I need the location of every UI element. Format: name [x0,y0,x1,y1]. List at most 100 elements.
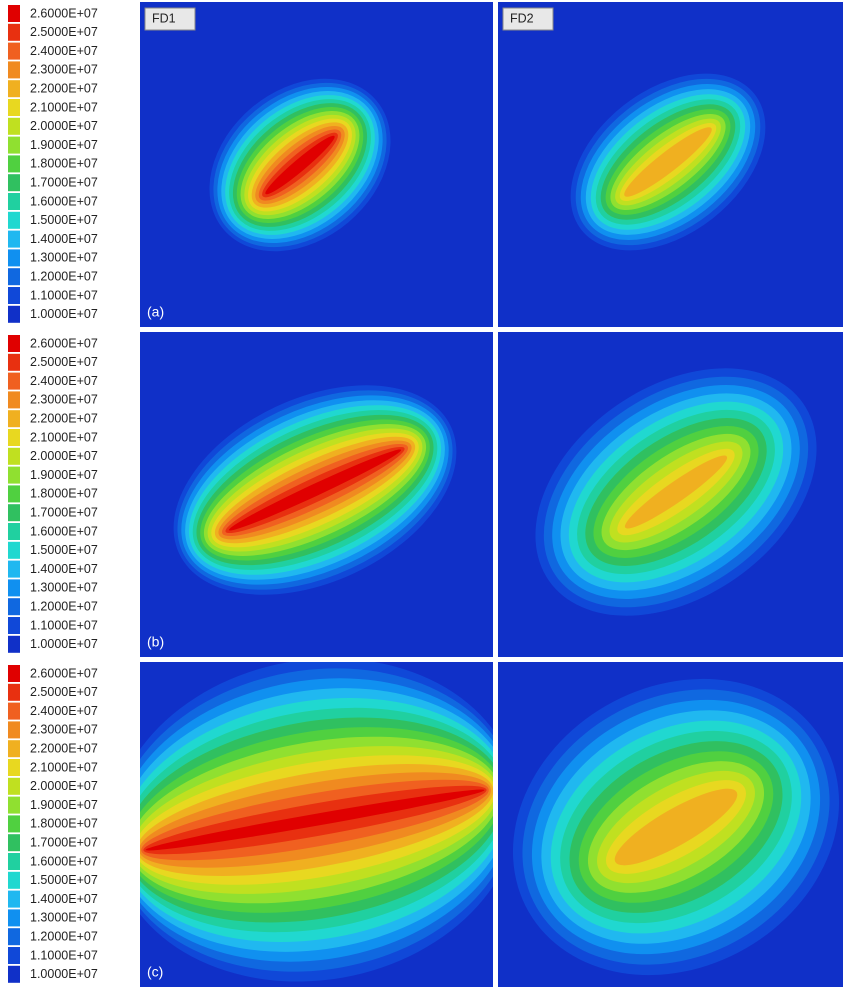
legend-swatch [8,249,20,267]
legend-label: 2.0000E+07 [30,119,98,133]
legend-swatch [8,759,20,776]
row-tag: (a) [147,304,164,320]
legend-swatch [8,287,20,304]
legend-swatch [8,579,20,597]
legend-label: 1.4000E+07 [30,562,98,576]
legend-swatch [8,335,20,352]
contour-band [145,789,485,851]
legend-swatch [8,815,20,833]
legend-swatch [8,211,20,229]
contour-band [614,788,738,866]
legend-swatch [8,796,20,814]
legend-label: 1.6000E+07 [30,524,98,538]
legend-swatch [8,721,20,739]
legend-label: 2.3000E+07 [30,393,98,407]
legend-label: 2.1000E+07 [30,430,98,444]
legend-label: 1.3000E+07 [30,581,98,595]
contour-panel [140,662,493,987]
legend-label: 1.8000E+07 [30,157,98,171]
contour-band [624,455,728,529]
legend-swatch [8,965,20,983]
legend-swatch [8,909,20,927]
legend-label: 1.8000E+07 [30,817,98,831]
legend-swatch [8,429,20,446]
legend-label: 1.5000E+07 [30,213,98,227]
panel-title-box [144,7,196,31]
legend-swatch [8,834,20,852]
legend-label: 1.2000E+07 [30,599,98,613]
legend-swatch [8,155,20,173]
legend-label: 1.0000E+07 [30,307,98,321]
contour-panel [498,332,843,657]
legend-swatch [8,635,20,653]
legend-label: 2.2000E+07 [30,411,98,425]
legend-swatch [8,447,20,465]
legend-swatch [8,560,20,578]
legend-swatch [8,410,20,428]
contour-band [228,449,402,531]
legend-label: 1.2000E+07 [30,929,98,943]
legend-label: 1.5000E+07 [30,543,98,557]
legend-label: 1.9000E+07 [30,138,98,152]
legend-label: 1.6000E+07 [30,854,98,868]
panel-title: FD1 [152,11,176,25]
legend-swatch [8,61,20,79]
legend-label: 2.6000E+07 [30,666,98,680]
legend-swatch [8,80,20,98]
legend-swatch [8,598,20,616]
legend-swatch [8,391,20,409]
legend-label: 2.4000E+07 [30,704,98,718]
legend-label: 1.1000E+07 [30,948,98,962]
legend-label: 2.0000E+07 [30,779,98,793]
legend-swatch [8,665,20,682]
legend-swatch [8,890,20,908]
legend-label: 2.5000E+07 [30,685,98,699]
legend-label: 1.0000E+07 [30,967,98,981]
legend-swatch [8,523,20,540]
legend-swatch [8,740,20,758]
legend-label: 1.7000E+07 [30,835,98,849]
legend-swatch [8,617,20,634]
legend-swatch [8,23,20,41]
legend-label: 1.1000E+07 [30,618,98,632]
legend-label: 2.1000E+07 [30,760,98,774]
legend-swatch [8,485,20,503]
legend-label: 2.3000E+07 [30,723,98,737]
legend-swatch [8,305,20,323]
legend-label: 1.7000E+07 [30,175,98,189]
legend-swatch [8,702,20,720]
contour-band [624,127,712,197]
legend-label: 1.2000E+07 [30,269,98,283]
legend-label: 2.2000E+07 [30,741,98,755]
legend-label: 2.5000E+07 [30,355,98,369]
legend-label: 2.4000E+07 [30,44,98,58]
legend-swatch [8,230,20,248]
legend-swatch [8,42,20,60]
legend-label: 1.9000E+07 [30,468,98,482]
row-tag: (c) [147,964,163,980]
legend-label: 1.3000E+07 [30,911,98,925]
legend-label: 2.6000E+07 [30,6,98,20]
legend-label: 1.8000E+07 [30,487,98,501]
legend-swatch [8,268,20,286]
panel-title-box [502,7,554,31]
legend-swatch [8,504,20,522]
legend-swatch [8,947,20,964]
contour-panel [498,662,843,987]
legend-label: 1.6000E+07 [30,194,98,208]
legend-swatch [8,683,20,701]
legend-swatch [8,928,20,946]
legend-label: 1.1000E+07 [30,288,98,302]
legend-label: 2.1000E+07 [30,100,98,114]
contour-panel [140,2,493,327]
legend-swatch [8,853,20,870]
legend-swatch [8,174,20,192]
legend-swatch [8,353,20,371]
legend-label: 2.3000E+07 [30,63,98,77]
legend-label: 2.6000E+07 [30,336,98,350]
legend-label: 2.5000E+07 [30,25,98,39]
legend-label: 1.4000E+07 [30,232,98,246]
legend-swatch [8,372,20,390]
legend-swatch [8,117,20,135]
legend-label: 1.5000E+07 [30,873,98,887]
